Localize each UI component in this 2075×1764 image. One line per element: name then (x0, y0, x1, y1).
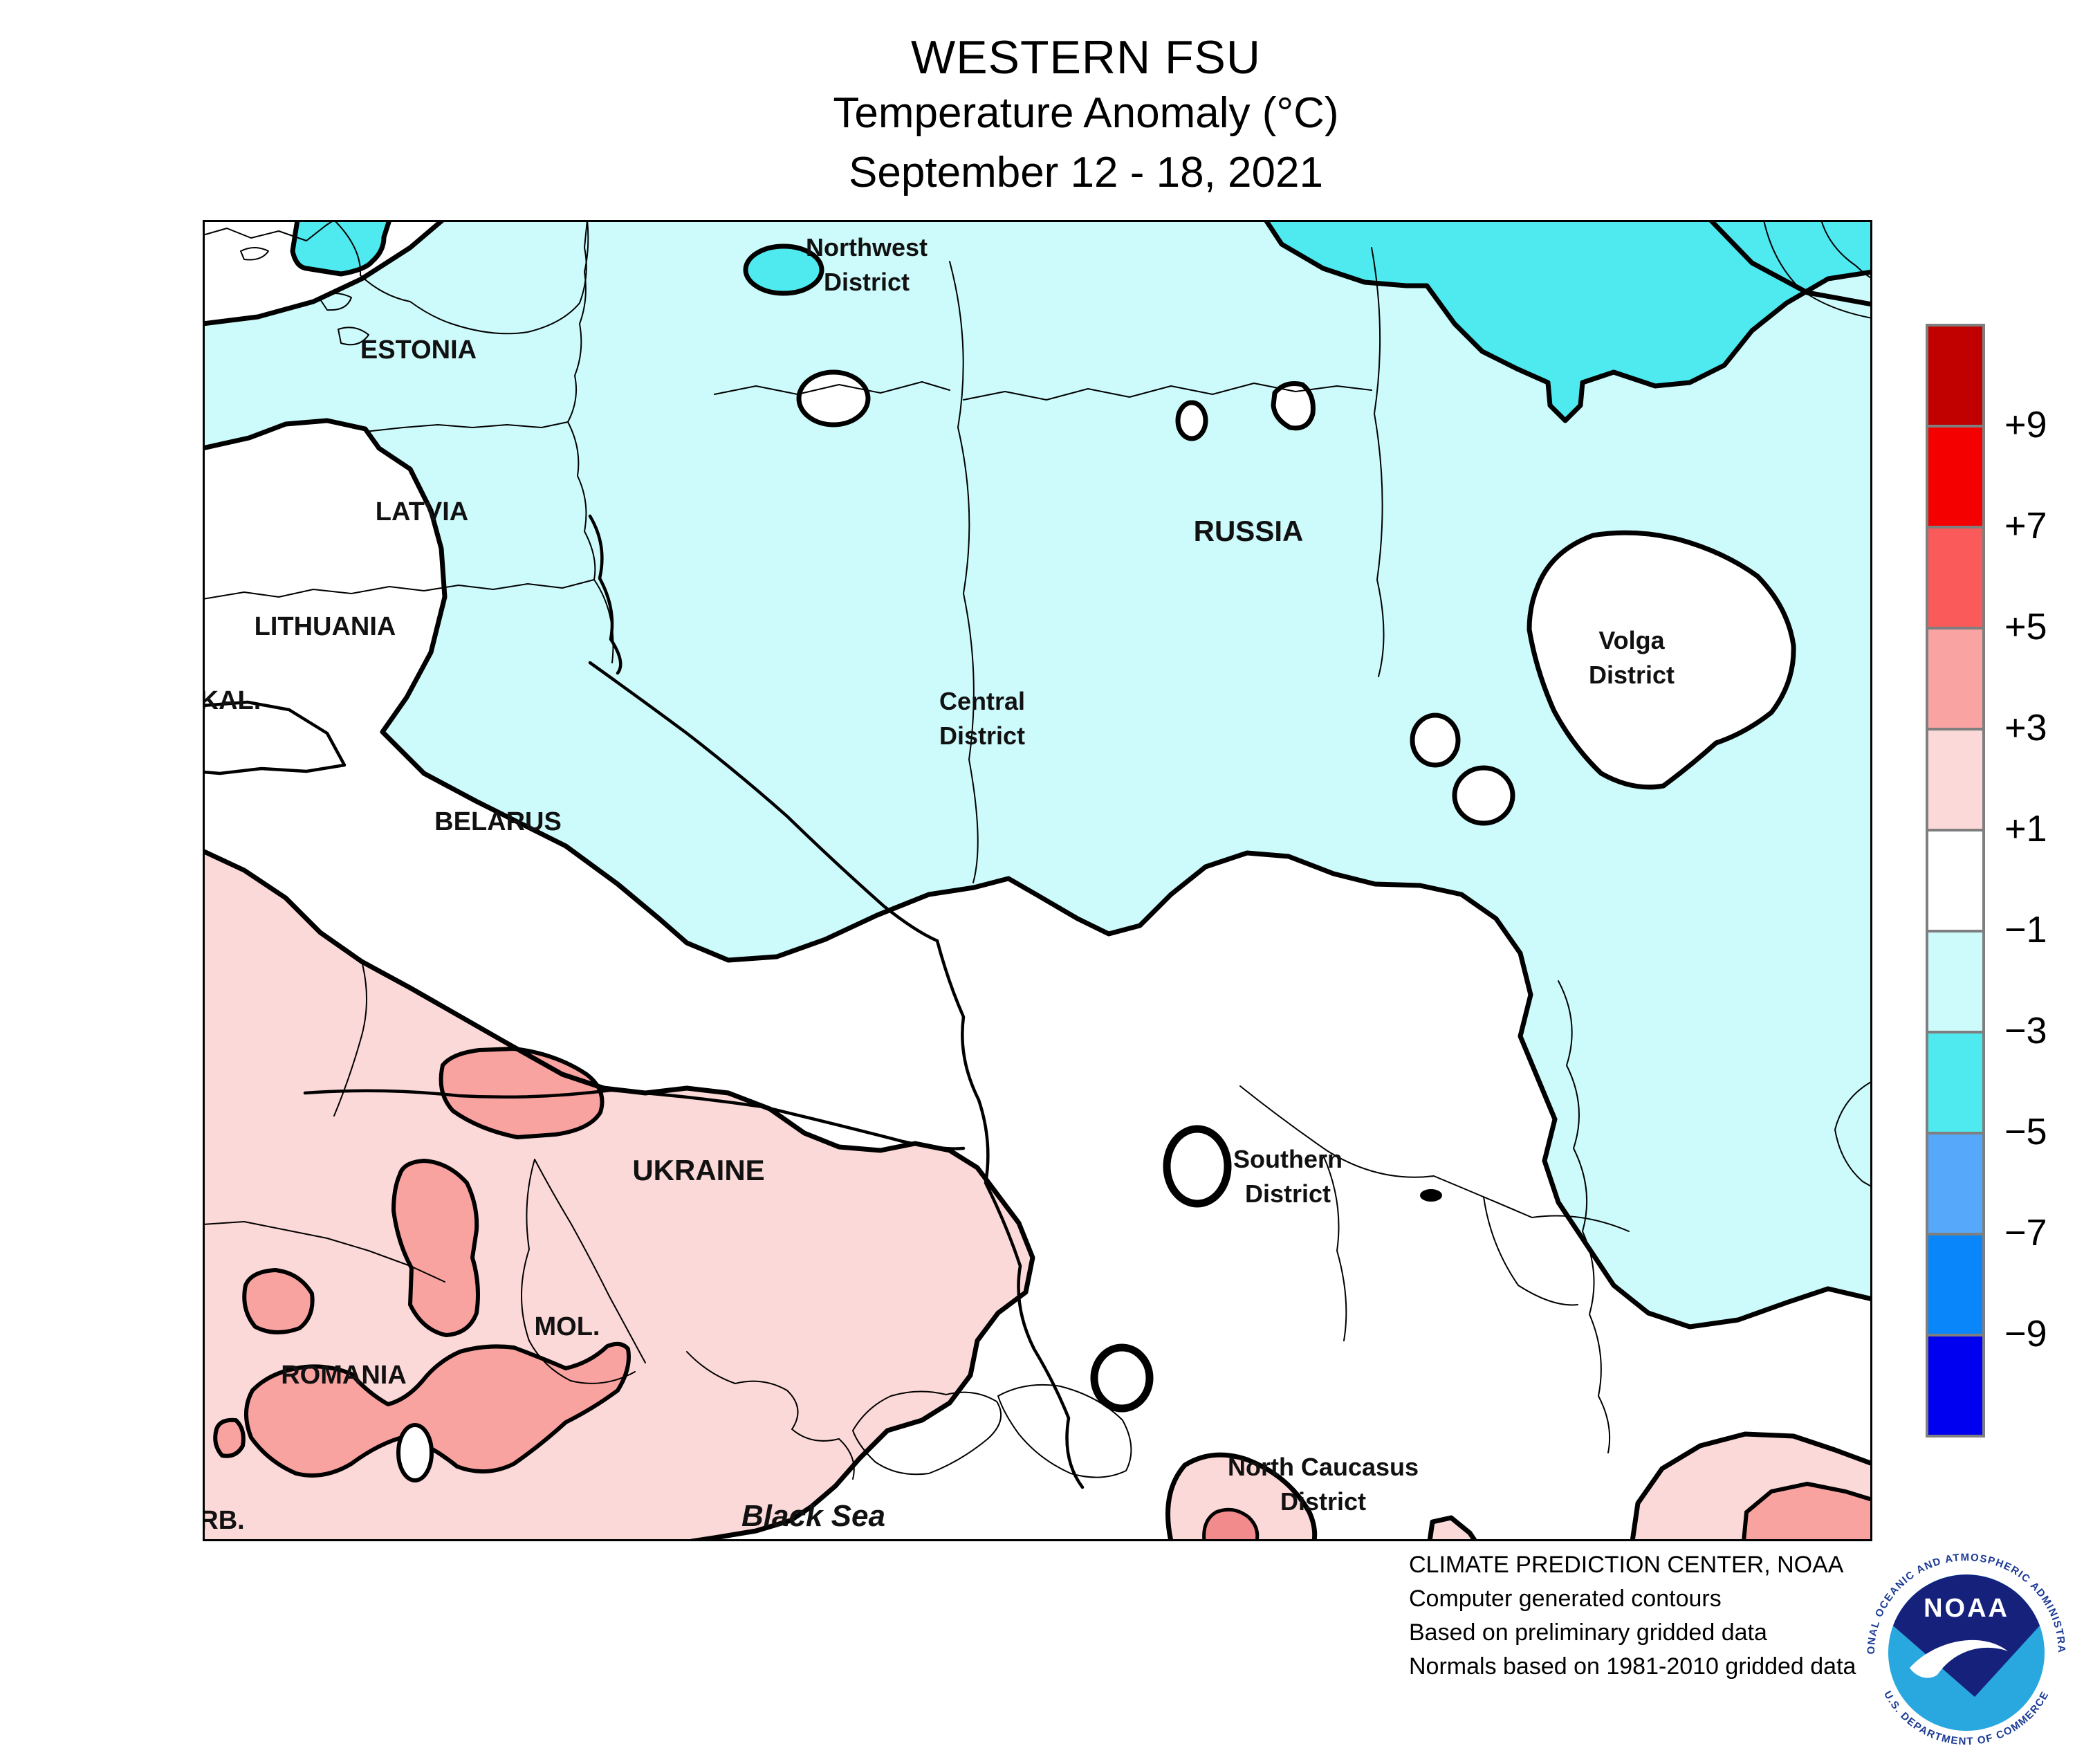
pink-island-small (1430, 1518, 1475, 1541)
ukraine-label: UKRAINE (632, 1154, 764, 1186)
logo-acronym: NOAA (1924, 1594, 2009, 1623)
bright-cyan-oval (746, 246, 822, 293)
salmon-patches (213, 1047, 631, 1478)
colorbar-box-7 (1926, 1031, 1985, 1134)
colorbar-tick-label: +9 (2004, 404, 2047, 445)
contour-ring-southern (1163, 1125, 1232, 1208)
volga-district-label: Volga (1598, 626, 1665, 654)
southern-district-label: District (1245, 1179, 1331, 1208)
colorbar-tick-label: −1 (2004, 909, 2047, 950)
colorbar-box-0 (1926, 324, 1985, 428)
central-district-label: Central (939, 687, 1025, 715)
central-district-label: District (939, 722, 1025, 750)
contour-lines (203, 220, 1872, 1541)
northwest-district-label: District (824, 268, 910, 296)
anomaly-map: Northwest District ESTONIA LATVIA RUSSIA LITH… (203, 220, 1872, 1541)
colorbar-tick-label: +5 (2004, 606, 2047, 647)
attribution-line: CLIMATE PREDICTION CENTER, NOAA (1409, 1552, 1844, 1578)
colorbar-tick-label: +3 (2004, 707, 2047, 748)
mol-label: MOL. (535, 1312, 600, 1341)
romania-label: ROMANIA (281, 1361, 407, 1390)
attribution-line: Normals based on 1981-2010 gridded data (1409, 1653, 1856, 1680)
southern-district-label: Southern (1233, 1145, 1343, 1173)
north-caucasus-district-label: District (1280, 1487, 1366, 1516)
contour-ring-west (1090, 1343, 1154, 1413)
noaa-logo: NOAA NATIONAL OCEANIC AND ATMOSPHERIC AD… (1863, 1549, 2070, 1756)
colorbar-tick-label: −9 (2004, 1313, 2047, 1354)
estonia-label: ESTONIA (360, 336, 477, 365)
volga-district-label: District (1589, 661, 1675, 689)
colorbar-tick-label: −5 (2004, 1111, 2047, 1152)
colorbar-box-3 (1926, 627, 1985, 731)
rb-label: RB. (203, 1506, 245, 1535)
colorbar-tick-label: −7 (2004, 1212, 2047, 1253)
salmon-core-bottomright (1741, 1481, 1872, 1541)
page-subtitle: Temperature Anomaly (°C) (833, 89, 1339, 137)
latvia-label: LATVIA (376, 497, 468, 526)
logo-dark-diamond (1893, 1574, 2040, 1697)
attribution-block: CLIMATE PREDICTION CENTER, NOAA Computer… (1409, 1548, 1856, 1684)
salmon-core-center (1202, 1507, 1260, 1541)
date-range: September 12 - 18, 2021 (849, 149, 1323, 196)
thin-borders (203, 220, 1872, 1480)
colorbar-tick-label: +1 (2004, 808, 2047, 849)
colorbar-tick-label: +7 (2004, 505, 2047, 546)
belarus-label: BELARUS (434, 807, 562, 836)
lithuania-label: LITHUANIA (255, 612, 396, 641)
colorbar-box-8 (1926, 1132, 1985, 1235)
page-title: WESTERN FSU (911, 31, 1261, 84)
colorbar-box-4 (1926, 728, 1985, 832)
white-hole-romania (396, 1423, 434, 1482)
pale-cyan-region (203, 220, 1872, 1327)
northwest-district-label: Northwest (806, 233, 928, 261)
colorbar-tick-label: −3 (2004, 1010, 2047, 1051)
map-border (203, 220, 1872, 1541)
white-contour-blobs (796, 369, 1796, 826)
bright-cyan-topright (1266, 220, 1872, 421)
colorbar-box-10 (1926, 1334, 1985, 1437)
colorbar-box-2 (1926, 526, 1985, 630)
attribution-line: Computer generated contours (1409, 1586, 1722, 1612)
logo-gull-icon (1910, 1639, 2008, 1678)
colorbar (1926, 324, 1985, 1437)
black-sea-label: Black Sea (741, 1499, 885, 1533)
colorbar-box-6 (1926, 930, 1985, 1033)
attribution-line: Based on preliminary gridded data (1409, 1619, 1767, 1646)
colorbar-box-1 (1926, 425, 1985, 529)
colorbar-box-5 (1926, 829, 1985, 932)
russia-label: RUSSIA (1194, 515, 1304, 547)
kal-label: KAL. (203, 686, 261, 715)
pink-region (203, 851, 1033, 1541)
north-caucasus-district-label: North Caucasus (1228, 1453, 1419, 1481)
country-borders (203, 514, 1085, 1489)
bright-cyan-topleft (293, 220, 389, 274)
lake-dot (1420, 1189, 1442, 1202)
colorbar-box-9 (1926, 1233, 1985, 1336)
